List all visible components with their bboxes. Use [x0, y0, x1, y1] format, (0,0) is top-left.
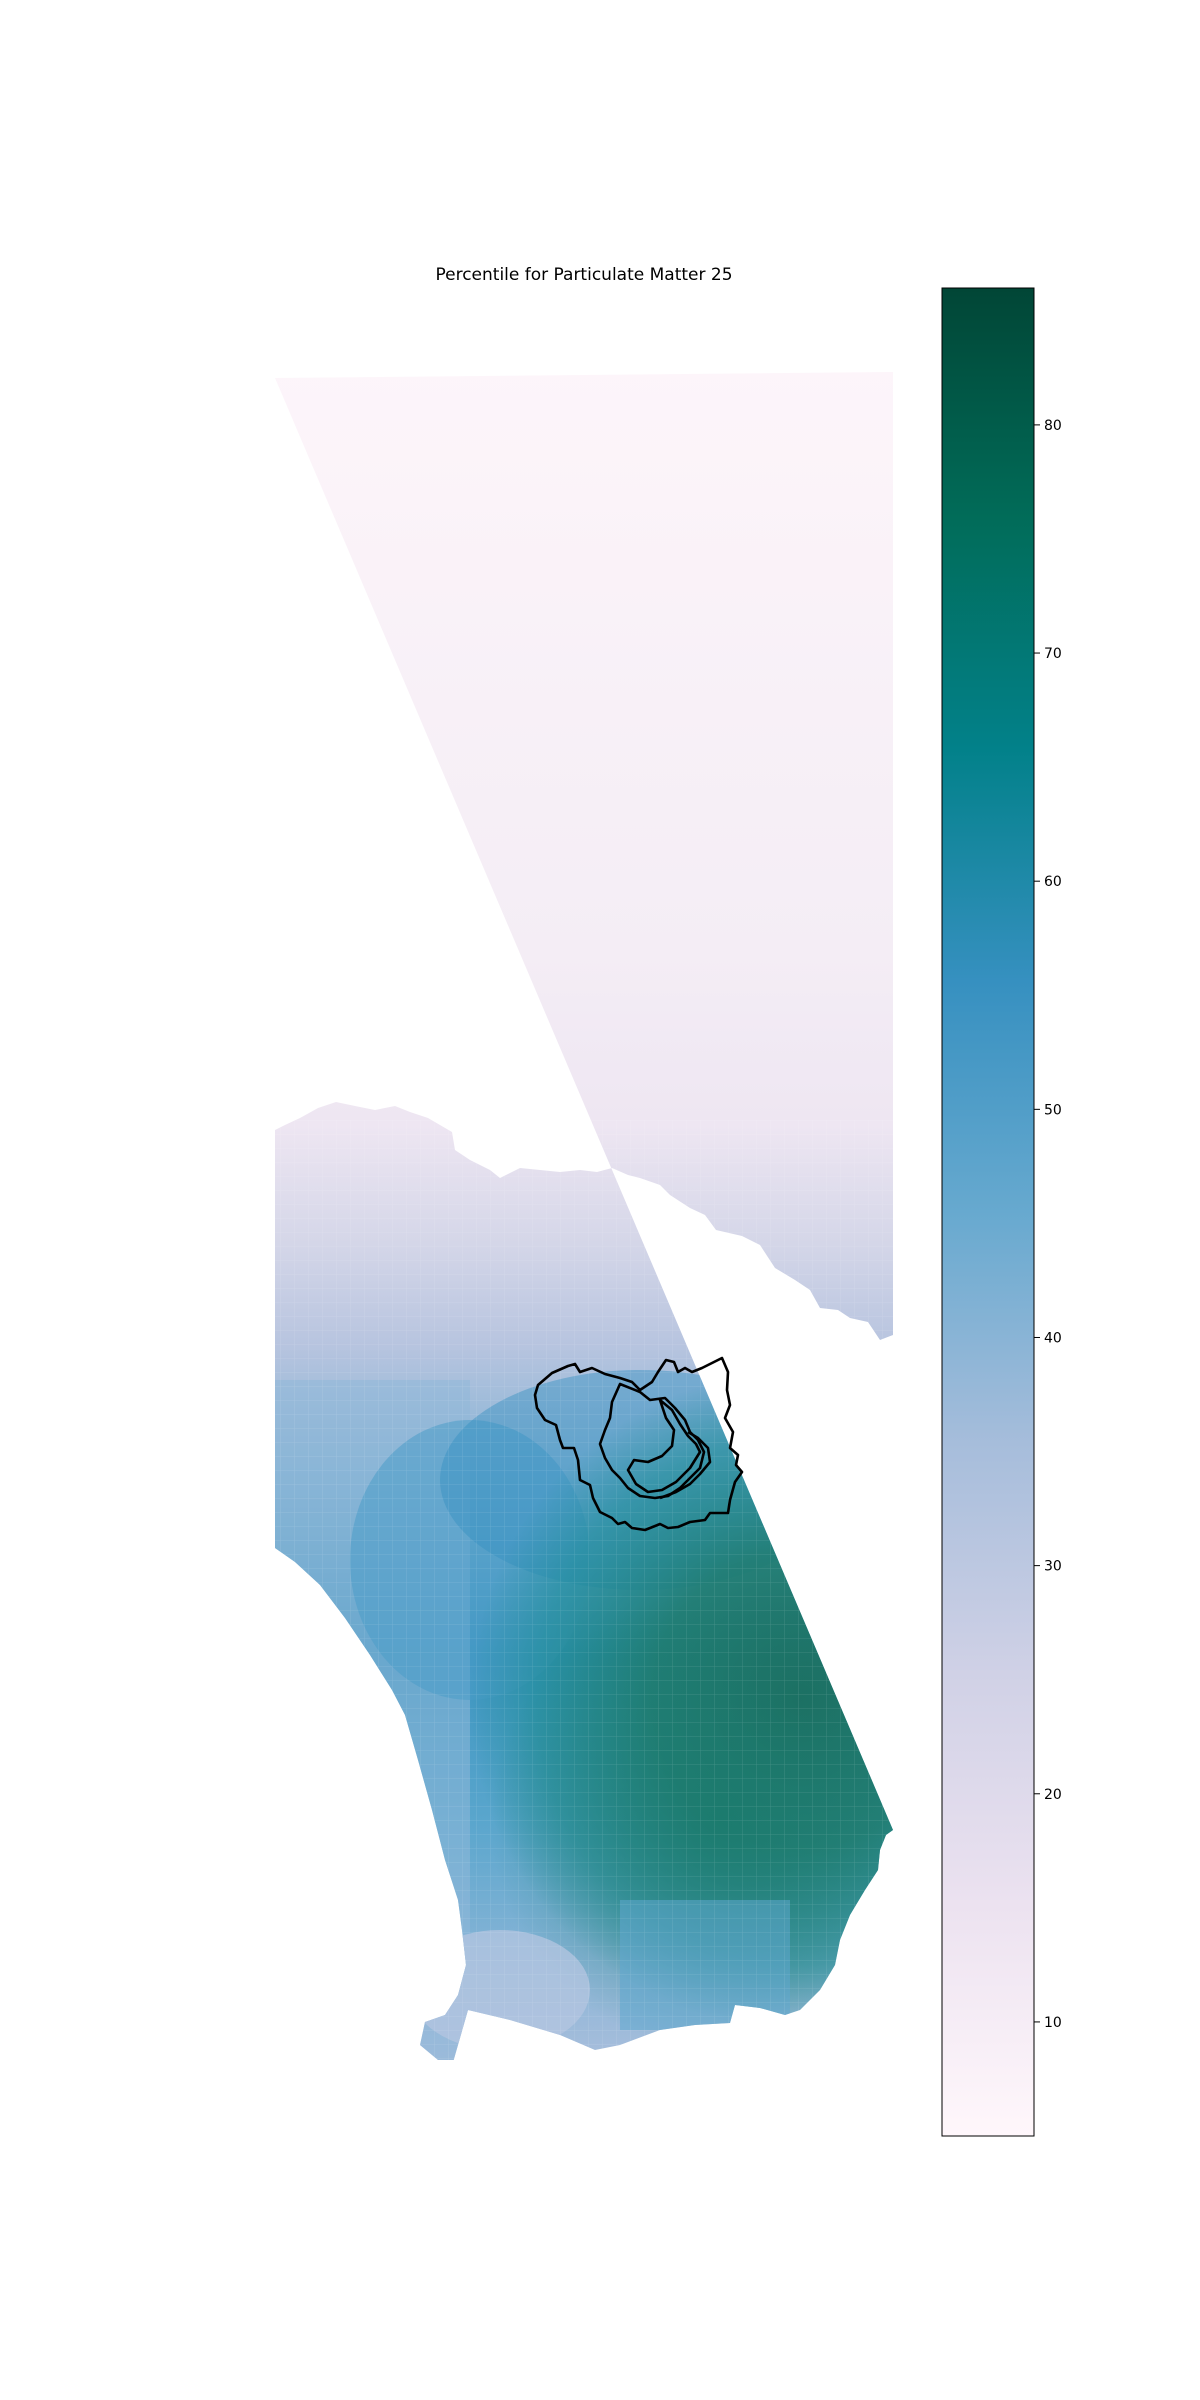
colorbar-tick-label: 30: [1044, 1559, 1062, 1575]
colorbar-tick-label: 50: [1044, 1102, 1062, 1118]
colorbar-tick-label: 20: [1044, 1787, 1062, 1803]
region-outline-1: [533, 1356, 744, 1532]
choropleth-map: [275, 372, 893, 2060]
colorbar-tick-label: 80: [1044, 418, 1062, 434]
region-outline-3: [626, 1398, 702, 1494]
colorbar-tick-label: 40: [1044, 1330, 1062, 1346]
colorbar-tick-label: 70: [1044, 646, 1062, 662]
colorbar: 10 20 30 40 50 60 70 80: [941, 287, 1062, 2137]
colorbar-ticks: 10 20 30 40 50 60 70 80: [1034, 418, 1062, 2031]
map-tract-texture: [275, 1120, 893, 2060]
colorbar-tick-label: 60: [1044, 874, 1062, 890]
region-outline-4: [659, 1430, 712, 1500]
map-title: Percentile for Particulate Matter 25: [435, 265, 732, 285]
colorbar-gradient: [941, 287, 1035, 2137]
colorbar-tick-label: 10: [1044, 2015, 1062, 2031]
region-outlines: [533, 1356, 744, 1532]
